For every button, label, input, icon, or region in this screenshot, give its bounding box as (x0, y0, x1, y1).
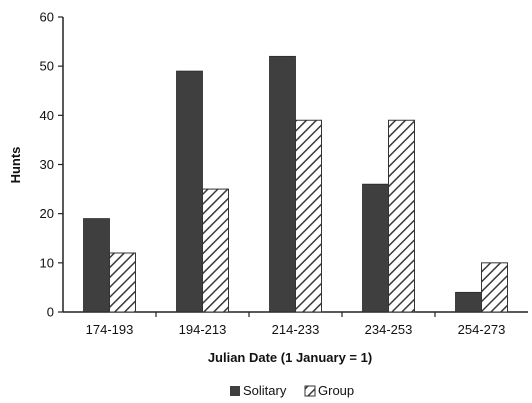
bar-group (295, 119, 322, 313)
bar-solitary (176, 70, 203, 313)
legend: Solitary Group (230, 383, 354, 398)
y-tick-label: 0 (47, 305, 54, 320)
bar-solitary (83, 218, 110, 313)
legend-label-group: Group (318, 383, 354, 398)
x-tick-label: 254-273 (458, 322, 506, 337)
legend-label-solitary: Solitary (243, 383, 287, 398)
bar-solitary (455, 291, 482, 313)
bar-group (109, 252, 136, 313)
y-tick-label: 20 (40, 206, 54, 221)
y-tick-label: 50 (40, 59, 54, 74)
x-tick-label: 234-253 (365, 322, 413, 337)
y-tick-label: 30 (40, 157, 54, 172)
bar-group (202, 188, 229, 313)
x-axis-title: Julian Date (1 January = 1) (208, 350, 372, 365)
plot-area: 0 10 20 30 40 50 60 174-193 194-213 214-233 234-25… (40, 10, 528, 337)
x-tick-label: 194-213 (179, 322, 227, 337)
bar-solitary (269, 55, 296, 313)
x-tick-label: 174-193 (86, 322, 134, 337)
y-tick-label: 60 (40, 10, 54, 25)
y-axis-title: Hunts (8, 147, 23, 184)
legend-swatch-solitary (230, 386, 240, 396)
y-tick-label: 40 (40, 108, 54, 123)
bar-solitary (362, 183, 389, 313)
legend-swatch-group (304, 385, 316, 397)
x-tick-label: 214-233 (272, 322, 320, 337)
bar-group (481, 262, 508, 313)
bar-group (388, 119, 415, 313)
y-tick-label: 10 (40, 255, 54, 270)
